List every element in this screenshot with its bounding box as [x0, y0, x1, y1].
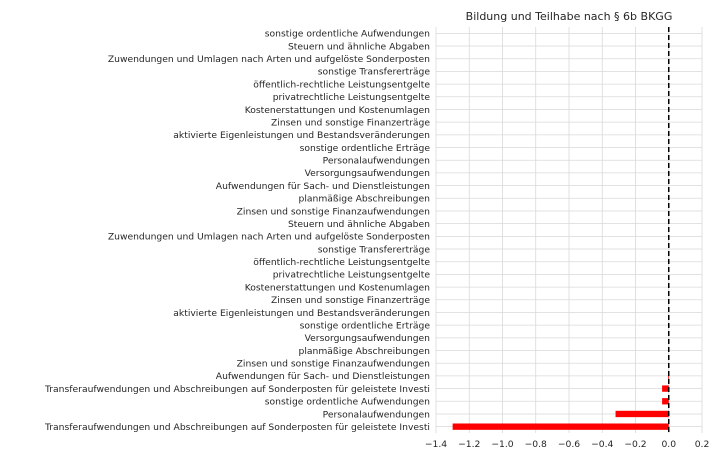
x-tick-label: −1.4: [425, 439, 447, 450]
bar: [662, 398, 669, 405]
category-label: sonstige Transfererträge: [318, 244, 431, 255]
category-label: Personalaufwendungen: [323, 409, 431, 420]
category-label: Steuern und ähnliche Abgaben: [288, 41, 430, 52]
category-label: Kostenerstattungen und Kostenumlagen: [245, 282, 430, 293]
category-label: sonstige ordentliche Erträge: [300, 143, 431, 154]
category-label: Personalaufwendungen: [323, 156, 431, 167]
category-labels: Transferaufwendungen und Abschreibungen …: [44, 29, 430, 433]
category-label: Steuern und ähnliche Abgaben: [288, 219, 430, 230]
category-label: privatrechtliche Leistungsentgelte: [273, 270, 431, 281]
category-label: sonstige ordentliche Aufwendungen: [265, 29, 430, 40]
category-label: sonstige ordentliche Aufwendungen: [265, 397, 430, 408]
category-label: Kostenerstattungen und Kostenumlagen: [245, 105, 430, 116]
x-tick-label: −0.8: [525, 439, 547, 450]
bar: [452, 423, 669, 430]
category-label: Zinsen und sonstige Finanzaufwendungen: [237, 206, 431, 217]
category-label: Versorgungsaufwendungen: [305, 333, 431, 344]
x-tick-labels: −1.4 −1.2 −1.0 −0.8 −0.6 −0.4 −0.2 0.0 0.2: [425, 439, 709, 450]
category-label: öffentlich-rechtliche Leistungsentgelte: [253, 79, 430, 90]
x-tick-label: 0.2: [695, 439, 710, 450]
category-label: aktivierte Eigenleistungen und Bestandsv…: [173, 308, 430, 319]
category-label: planmäßige Abschreibungen: [298, 194, 430, 205]
category-label: sonstige Transfererträge: [318, 67, 431, 78]
category-label: Zuwendungen und Umlagen nach Arten und a…: [108, 54, 430, 65]
category-label: Zuwendungen und Umlagen nach Arten und a…: [108, 232, 430, 243]
category-label: Zinsen und sonstige Finanzerträge: [271, 295, 430, 306]
category-label: Versorgungsaufwendungen: [305, 168, 431, 179]
category-label: Aufwendungen für Sach- und Dienstleistun…: [216, 371, 430, 382]
category-label: sonstige ordentliche Erträge: [300, 320, 431, 331]
category-label: Zinsen und sonstige Finanzaufwendungen: [237, 359, 431, 370]
chart-title: Bildung und Teilhabe nach § 6b BKGG: [466, 10, 673, 23]
category-label: Transferaufwendungen und Abschreibungen …: [44, 384, 430, 395]
x-tick-label: −0.4: [591, 439, 613, 450]
category-label: aktivierte Eigenleistungen und Bestandsv…: [173, 130, 430, 141]
x-tick-label: −0.2: [624, 439, 646, 450]
category-label: planmäßige Abschreibungen: [298, 346, 430, 357]
x-tick-label: 0.0: [661, 439, 676, 450]
bar: [615, 410, 669, 418]
category-label: Aufwendungen für Sach- und Dienstleistun…: [216, 181, 430, 192]
category-label: öffentlich-rechtliche Leistungsentgelte: [253, 257, 430, 268]
bar: [662, 385, 669, 392]
x-tick-label: −0.6: [558, 439, 580, 450]
category-label: Zinsen und sonstige Finanzerträge: [271, 117, 430, 128]
x-tick-label: −1.0: [491, 439, 513, 450]
category-label: privatrechtliche Leistungsentgelte: [273, 92, 431, 103]
x-tick-label: −1.2: [458, 439, 480, 450]
category-label: Transferaufwendungen und Abschreibungen …: [44, 422, 430, 433]
